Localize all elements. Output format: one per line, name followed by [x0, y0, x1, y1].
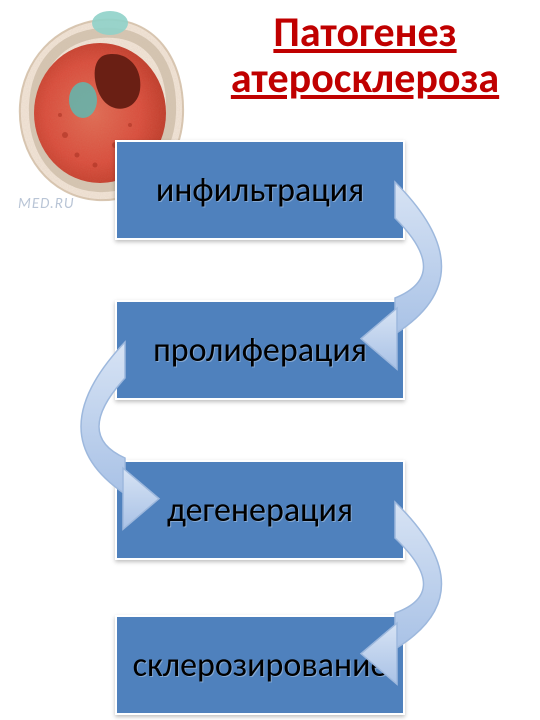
step-box-1: инфильтрация — [115, 140, 405, 240]
diagram-title: Патогенез атеросклероза — [200, 10, 530, 102]
title-line-2: атеросклероза — [231, 53, 499, 104]
watermark-text: MED.RU — [18, 195, 75, 213]
diagram-canvas: MED.RU Патогенез атеросклероза инфильтра… — [0, 0, 540, 720]
step-box-4: склерозирование — [115, 615, 405, 715]
step-label-2: пролиферация — [153, 330, 367, 371]
step-box-3: дегенерация — [115, 460, 405, 560]
step-label-3: дегенерация — [167, 490, 353, 531]
step-box-2: пролиферация — [115, 300, 405, 400]
step-label-1: инфильтрация — [156, 170, 364, 211]
title-line-1: Патогенез — [273, 7, 456, 58]
step-label-4: склерозирование — [133, 645, 388, 686]
